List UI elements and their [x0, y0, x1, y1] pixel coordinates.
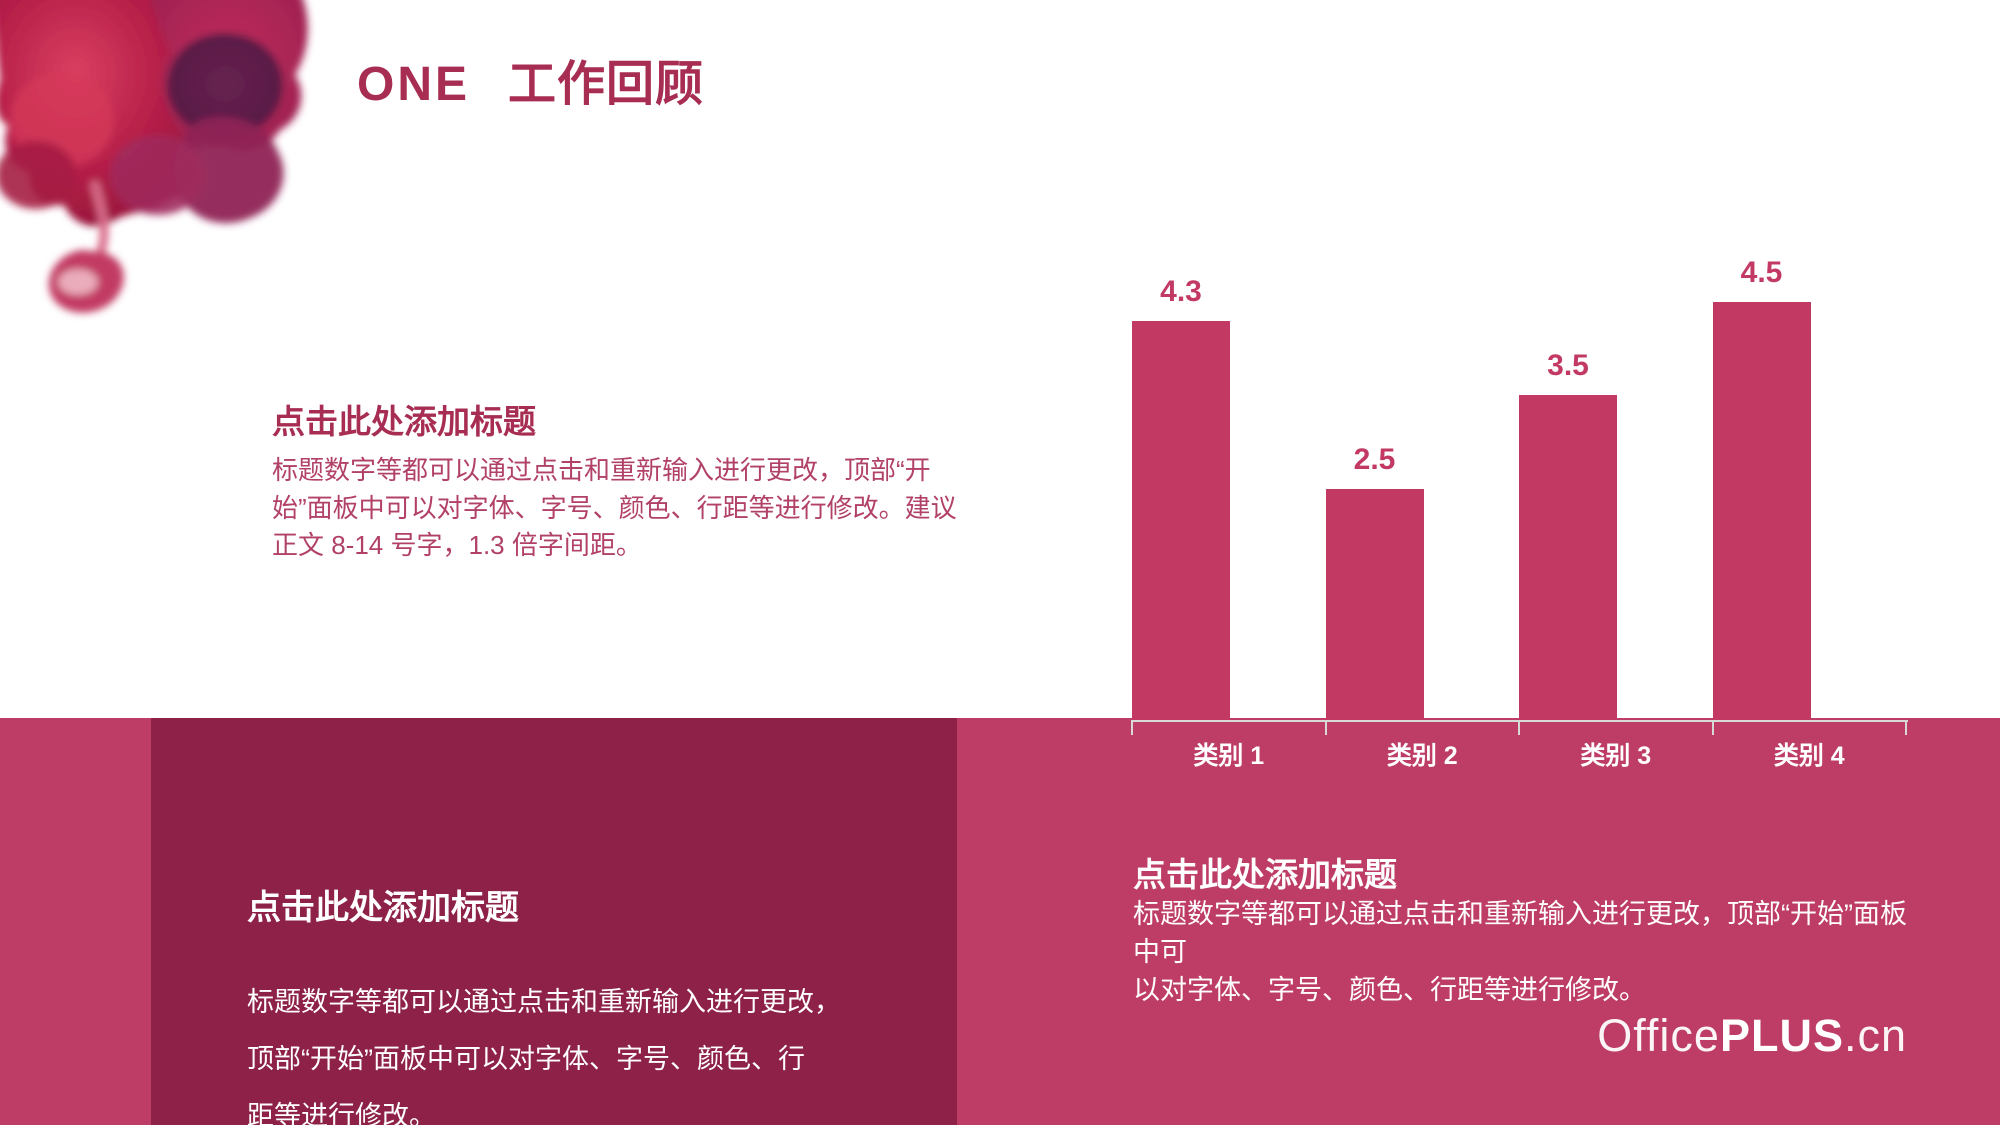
flower-watercolor-image: [0, 0, 320, 360]
axis-tick: [1905, 720, 1907, 735]
bar[interactable]: [1325, 488, 1424, 722]
bar-value-label: 4.3: [1160, 274, 1202, 308]
chart-category-labels: 类别 1 类别 2 类别 3 类别 4: [1132, 740, 1906, 772]
flower-svg: [0, 0, 308, 313]
bar[interactable]: [1132, 320, 1230, 722]
officeplus-logo: OfficePLUS.cn: [1597, 1010, 1907, 1062]
bar[interactable]: [1519, 395, 1617, 722]
chart-x-axis: [1131, 720, 1908, 735]
bar-value-label: 4.5: [1740, 256, 1783, 290]
bar-group: 4.3: [1132, 252, 1326, 722]
bar-chart[interactable]: 4.3 2.5 3.5 4.5: [1132, 252, 1906, 722]
category-label: 类别 3: [1580, 742, 1652, 770]
placeholder-body-top-left[interactable]: 标题数字等都可以通过点击和重新输入进行更改，顶部“开 始”面板中可以对字体、字号…: [272, 455, 957, 560]
logo-plus: PLUS: [1719, 1010, 1844, 1061]
placeholder-heading-bottom-left[interactable]: 点击此处添加标题: [247, 889, 519, 927]
axis-tick: [1324, 720, 1327, 735]
section-title-text: 工作回顾: [508, 58, 705, 111]
category-label: 类别 1: [1193, 742, 1265, 770]
placeholder-body-bottom-left[interactable]: 标题数字等都可以通过点击和重新输入进行更改， 顶部“开始”面板中可以对字体、字号…: [247, 987, 841, 1125]
section-number: ONE: [357, 58, 471, 111]
axis-tick: [1518, 720, 1520, 735]
bar-group: 2.5: [1325, 252, 1520, 722]
placeholder-heading-bottom-right[interactable]: 点击此处添加标题: [1133, 856, 1397, 893]
category-label: 类别 4: [1773, 742, 1845, 770]
logo-office: Office: [1597, 1010, 1720, 1061]
page-title[interactable]: ONE 工作回顾: [357, 58, 704, 112]
bar-value-label: 2.5: [1353, 442, 1396, 476]
placeholder-heading-top-left[interactable]: 点击此处添加标题: [272, 403, 536, 440]
bar-group: 4.5: [1712, 252, 1907, 722]
bar-value-label: 3.5: [1547, 349, 1589, 383]
logo-cn: .cn: [1843, 1010, 1907, 1061]
axis-tick: [1131, 720, 1133, 735]
category-label: 类别 2: [1386, 742, 1458, 770]
bottom-dark-panel: [151, 718, 957, 1125]
axis-tick: [1711, 720, 1714, 735]
placeholder-body-bottom-right[interactable]: 标题数字等都可以通过点击和重新输入进行更改，顶部“开始”面板中可 以对字体、字号…: [1133, 899, 1907, 1005]
bar-group: 3.5: [1519, 252, 1713, 722]
bar[interactable]: [1712, 302, 1811, 722]
